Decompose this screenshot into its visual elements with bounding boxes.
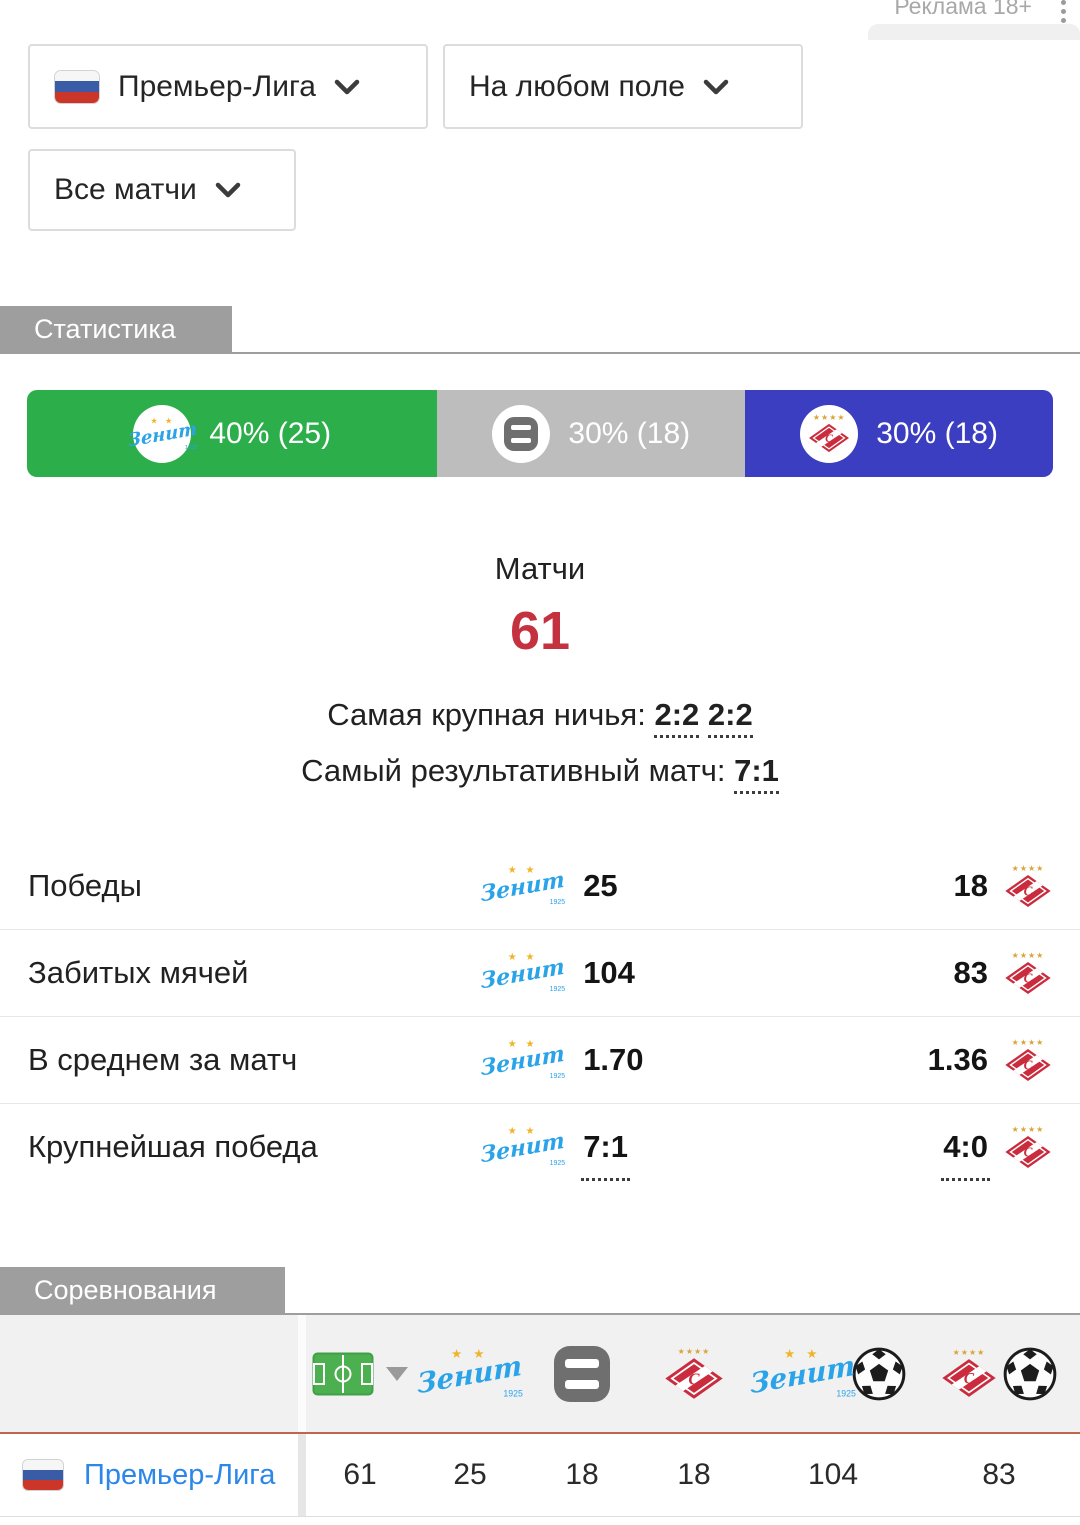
spartak-goals-count: 83 [982,1458,1016,1491]
spartak-logo-icon: ★★★★ [941,1349,997,1398]
biggest-draw-label: Самая крупная ничья: [327,697,646,732]
spartak-stat-value: 1.36 [927,1042,988,1077]
zenit-wins-count: 25 [453,1458,487,1491]
spartak-logo-icon: ★★★★ [1004,1038,1052,1082]
spartak-wins-count: 18 [677,1458,711,1491]
zenit-wins-percent-label: 40% (25) [209,416,332,450]
spartak-stat-value: 18 [953,868,988,903]
highest-scoring-label: Самый результативный матч: [301,753,726,788]
spartak-logo-icon: ★★★★ [800,404,859,463]
zenit-goals-column: ★ ★ Зенит 1925 [750,1315,916,1432]
spartak-wins-segment: ★★★★ 30% (18) [745,390,1053,477]
stat-label: Крупнейшая победа [28,1129,318,1164]
biggest-draw-score-link[interactable]: 2:2 [707,697,753,738]
draws-segment: 30% (18) [437,390,746,477]
matches-filter-label: Все матчи [54,173,197,206]
draw-icon [554,1345,610,1402]
draws-percent-label: 30% (18) [568,416,691,450]
dropdown-arrow-icon [386,1366,408,1381]
biggest-draw-score-link[interactable]: 2:2 [654,697,700,738]
matches-filter-dropdown[interactable]: Все матчи [28,149,296,231]
spartak-wins-column: ★★★★ [638,1315,750,1432]
draw-icon [492,404,551,463]
stat-row-biggest-win: Крупнейшая победа ★ ★ Зенит 1925 7:1 4:0 ★… [0,1103,1080,1190]
soccer-ball-icon [1003,1347,1057,1400]
competitions-tab: Соревнования [0,1267,285,1313]
spartak-stat-value: 83 [953,955,988,990]
zenit-stat-value: 25 [583,868,618,903]
matches-total: 61 [509,601,571,661]
spartak-logo-icon: ★★★★ [1004,951,1052,995]
matches-label: Матчи [494,551,586,586]
competitions-table-row: Премьер-Лига 61 25 18 18 104 83 [0,1432,1080,1517]
zenit-stat-value: 1.70 [583,1042,644,1077]
draws-count: 18 [565,1458,599,1491]
pitch-icon [312,1352,374,1395]
stat-label: Победы [28,868,142,903]
zenit-logo-icon: ★ ★ Зенит 1925 [480,1039,566,1082]
chevron-down-icon [215,181,241,199]
venue-filter-column[interactable] [306,1315,414,1432]
league-column-header [0,1315,298,1432]
ad-banner-edge [868,24,1080,40]
zenit-goals-count: 104 [807,1458,859,1491]
statistics-tab: Статистика [0,306,232,352]
competitions-section-header: Соревнования [0,1267,1080,1315]
league-filter-dropdown[interactable]: Премьер-Лига [28,44,428,129]
zenit-logo-icon: ★ ★ Зенит 1925 [480,1126,566,1169]
zenit-logo-icon: ★ ★ Зенит 1925 [128,404,197,463]
spartak-biggest-win-link[interactable]: 4:0 [941,1129,990,1181]
matches-count: 61 [343,1458,377,1491]
venue-filter-dropdown[interactable]: На любом поле [443,44,803,129]
head-to-head-results-bar: ★ ★ Зенит 1925 40% (25) 30% (18) ★★★★ 30% … [27,390,1053,477]
stat-label: В среднем за матч [28,1042,298,1077]
russia-flag-icon [22,1459,64,1491]
stat-label: Забитых мячей [28,955,249,990]
league-filter-label: Премьер-Лига [118,69,316,103]
stat-row-wins: Победы ★ ★ Зенит 1925 25 18 ★★★★ [0,843,1080,929]
stat-row-avg-per-match: В среднем за матч ★ ★ Зенит 1925 1.70 1.36… [0,1016,1080,1103]
spartak-logo-icon: ★★★★ [1004,864,1052,908]
stats-comparison-list: Победы ★ ★ Зенит 1925 25 18 ★★★★ Забитых м… [0,843,1080,1190]
league-link[interactable]: Премьер-Лига [84,1458,276,1491]
zenit-wins-column: ★ ★ Зенит 1925 [414,1315,526,1432]
highest-scoring-score-link[interactable]: 7:1 [734,753,779,794]
stat-row-goals: Забитых мячей ★ ★ Зенит 1925 104 83 ★★★★ [0,929,1080,1016]
ad-disclaimer-label: Реклама 18+ [894,0,1032,19]
russia-flag-icon [54,69,100,104]
kebab-menu-icon[interactable] [1061,0,1066,27]
chevron-down-icon [703,78,729,96]
biggest-draw-line: Самая крупная ничья: 2:2 2:2 [0,697,1080,738]
zenit-logo-icon: ★ ★ Зенит 1925 [480,865,566,908]
spartak-logo-icon: ★★★★ [664,1347,724,1400]
chevron-down-icon [334,78,360,96]
zenit-biggest-win-link[interactable]: 7:1 [581,1129,630,1181]
soccer-ball-icon [851,1347,906,1400]
highest-scoring-line: Самый результативный матч: 7:1 [0,753,1080,794]
competitions-table-header: ★ ★ Зенит 1925 ★★★★ ★ ★ Зенит 1925 ★★★★ [0,1315,1080,1432]
zenit-wins-segment: ★ ★ Зенит 1925 40% (25) [27,390,438,477]
zenit-logo-icon: ★ ★ Зенит 1925 [749,1347,857,1401]
spartak-wins-percent-label: 30% (18) [876,416,998,450]
statistics-section-header: Статистика [0,306,1080,354]
zenit-logo-icon: ★ ★ Зенит 1925 [416,1347,524,1401]
zenit-stat-value: 104 [583,955,635,990]
zenit-logo-icon: ★ ★ Зенит 1925 [480,952,566,995]
spartak-logo-icon: ★★★★ [1004,1125,1052,1169]
venue-filter-label: На любом поле [469,69,685,103]
spartak-goals-column: ★★★★ [916,1315,1080,1432]
draws-column [526,1315,638,1432]
